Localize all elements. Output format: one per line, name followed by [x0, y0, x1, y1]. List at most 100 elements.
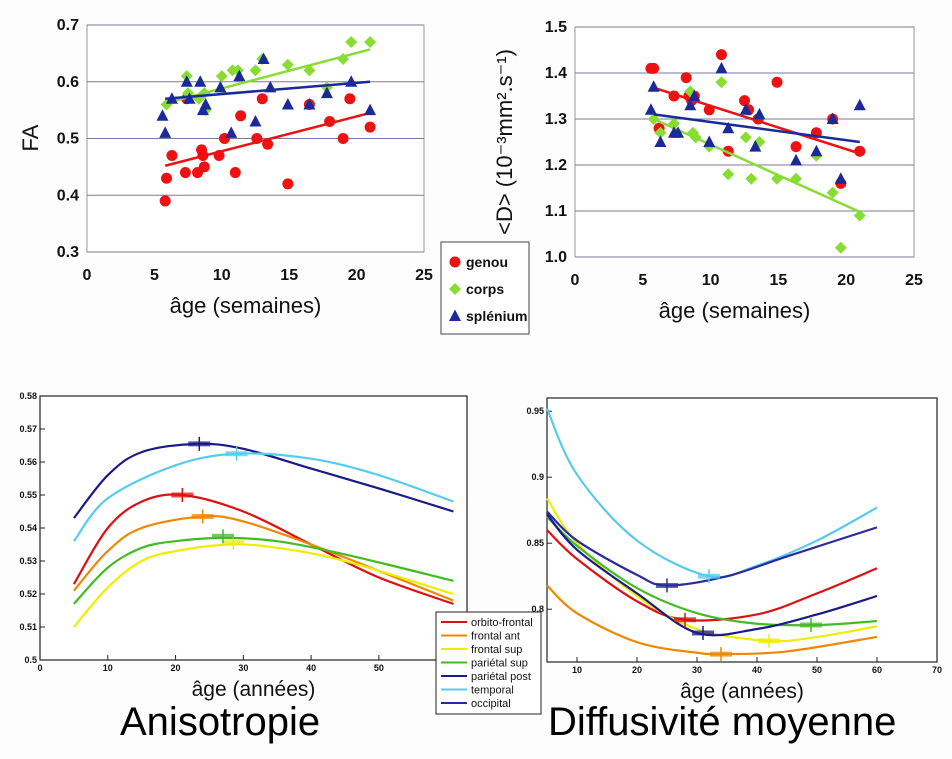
- genou-point: [179, 167, 191, 179]
- splenium-point: [320, 86, 333, 99]
- fa_weeks-xtick-label: 5: [150, 267, 159, 284]
- fa_weeks-ytick-label: 0.5: [57, 131, 79, 148]
- corps-trendline: [164, 48, 371, 105]
- splenium-point: [654, 135, 667, 147]
- legend-frontal-ant-label: frontal ant: [471, 631, 520, 643]
- corps-point: [667, 117, 680, 130]
- splenium-point: [703, 135, 716, 147]
- fa_years-peak-parietal-sup: [212, 529, 234, 544]
- splenium-point: [249, 114, 262, 127]
- md_years-peak-temporal: [698, 569, 720, 584]
- fa_years-xtick-label: 50: [374, 663, 384, 673]
- splenium-point: [194, 75, 207, 87]
- corps-point: [215, 70, 228, 83]
- genou-point: [790, 141, 802, 153]
- fa_weeks-xtick-label: 15: [280, 267, 298, 284]
- corps-point: [739, 131, 752, 144]
- md_weeks-xtick-label: 0: [571, 272, 580, 289]
- genou-point: [161, 172, 173, 184]
- fa_years-xtick-label: 20: [171, 663, 181, 673]
- fa_years-xtick-label: 40: [306, 663, 316, 673]
- splenium-point: [826, 112, 839, 124]
- fa_years-xtick-label: 10: [103, 663, 113, 673]
- splenium-point: [183, 92, 196, 104]
- md_years-ytick-label: 0.95: [526, 406, 544, 416]
- splenium-point: [753, 107, 766, 120]
- fa_years-xlabel: âge (années): [192, 678, 316, 701]
- fa_years-line-parietal-sup: [73, 536, 454, 605]
- md_weeks-xtick-label: 20: [837, 272, 855, 289]
- md_years-ytick-label: 0.9: [531, 472, 544, 482]
- genou-point: [159, 195, 171, 207]
- md_years-xtick-label: 40: [752, 665, 762, 675]
- splenium-point: [199, 97, 212, 110]
- fa_years-ytick-label: 0.58: [19, 391, 37, 401]
- fa_weeks-ytick-label: 0.6: [57, 74, 79, 91]
- md_years-xtick-label: 10: [572, 665, 582, 675]
- genou-point: [771, 76, 783, 88]
- legend-parietal-sup-label: pariétal sup: [471, 658, 528, 670]
- md_years-peak-occipital: [656, 578, 678, 593]
- corps-point: [853, 209, 866, 222]
- legend-parietal-post-label: pariétal post: [471, 671, 531, 683]
- fa_weeks-ylabel: FA: [18, 124, 43, 151]
- fa_years-line-orbito-frontal: [72, 493, 454, 605]
- splenium-trendline: [653, 113, 860, 144]
- fa_years-ytick-label: 0.55: [19, 490, 37, 500]
- md_years-xlabel: âge (années): [680, 680, 804, 703]
- fa_weeks-chart: 0.3 0.4 0.5 0.6 0.7 0 5 10 15 20 25 âge (semaines) F…: [18, 17, 530, 335]
- corps-point: [834, 241, 847, 254]
- md_years-peak-parietal-sup: [800, 618, 822, 633]
- fa_years-line-parietal-post: [73, 442, 454, 519]
- genou-point: [337, 133, 349, 144]
- corps-point: [364, 36, 377, 49]
- splenium-point: [834, 172, 847, 184]
- md_weeks-ytick-label: 1.2: [545, 157, 567, 174]
- fa_weeks-ytick-label: 0.7: [57, 17, 79, 34]
- splenium-point: [688, 89, 701, 101]
- genou-point: [648, 62, 660, 74]
- fa_years-ytick-label: 0.51: [19, 622, 37, 632]
- genou-trendline: [164, 111, 371, 167]
- md_years-xtick-label: 30: [692, 665, 702, 675]
- md_years-peak-frontal-sup: [758, 633, 780, 648]
- fa_weeks-xtick-label: 10: [213, 267, 231, 284]
- corps-trendline: [653, 117, 861, 214]
- md_weeks-series-corps: [647, 76, 866, 254]
- fa_years-peak-parietal-post: [188, 436, 211, 451]
- genou-point: [715, 49, 727, 61]
- legend-temporal-label: temporal: [471, 685, 514, 697]
- md_years-chart: 0.8 0.85 0.9 0.95 10 20 30 40 50 60 70 âge (années): [526, 397, 942, 703]
- md_years-line-frontal-sup: [546, 497, 878, 643]
- fa_years-ytick-label: 0.54: [19, 523, 37, 533]
- caption-diffusivite: Diffusivité moyenne: [548, 700, 897, 744]
- splenium-point: [853, 98, 866, 111]
- legend-genou-marker: [449, 256, 461, 268]
- fa_years-ytick-label: 0.57: [19, 424, 37, 434]
- md_years-ytick-label: 0.85: [526, 538, 544, 548]
- genou-point: [854, 145, 866, 157]
- fa_weeks-ytick-label: 0.4: [57, 187, 79, 204]
- genou-point: [344, 93, 356, 105]
- genou-point: [229, 167, 241, 179]
- genou-point: [198, 161, 210, 173]
- splenium-point: [257, 52, 270, 65]
- md_weeks-ylabel: <D> (10⁻³mm².s⁻¹): [492, 49, 517, 235]
- splenium-point: [180, 75, 193, 87]
- splenium-point: [233, 69, 246, 82]
- md_weeks-chart: 1.0 1.1 1.2 1.3 1.4 1.5 0 5 10 15 20 25 âge (semaine…: [492, 19, 923, 323]
- genou-point: [166, 150, 178, 162]
- splenium-point: [647, 80, 660, 92]
- genou-point: [680, 72, 692, 84]
- md_weeks-ytick-label: 1.4: [545, 65, 567, 82]
- fa_weeks-xtick-label: 25: [415, 267, 433, 284]
- fa_years-ytick-label: 0.53: [19, 556, 37, 566]
- splenium-point: [790, 153, 803, 166]
- fa_years-line-frontal-sup: [73, 543, 454, 628]
- fa_years-peak-orbito-frontal: [171, 488, 194, 502]
- md_years-xtick-label: 20: [632, 665, 642, 675]
- legend-occipital-label: occipital: [471, 698, 511, 710]
- genou-point: [364, 121, 376, 133]
- md_weeks-ytick-label: 1.3: [545, 111, 567, 128]
